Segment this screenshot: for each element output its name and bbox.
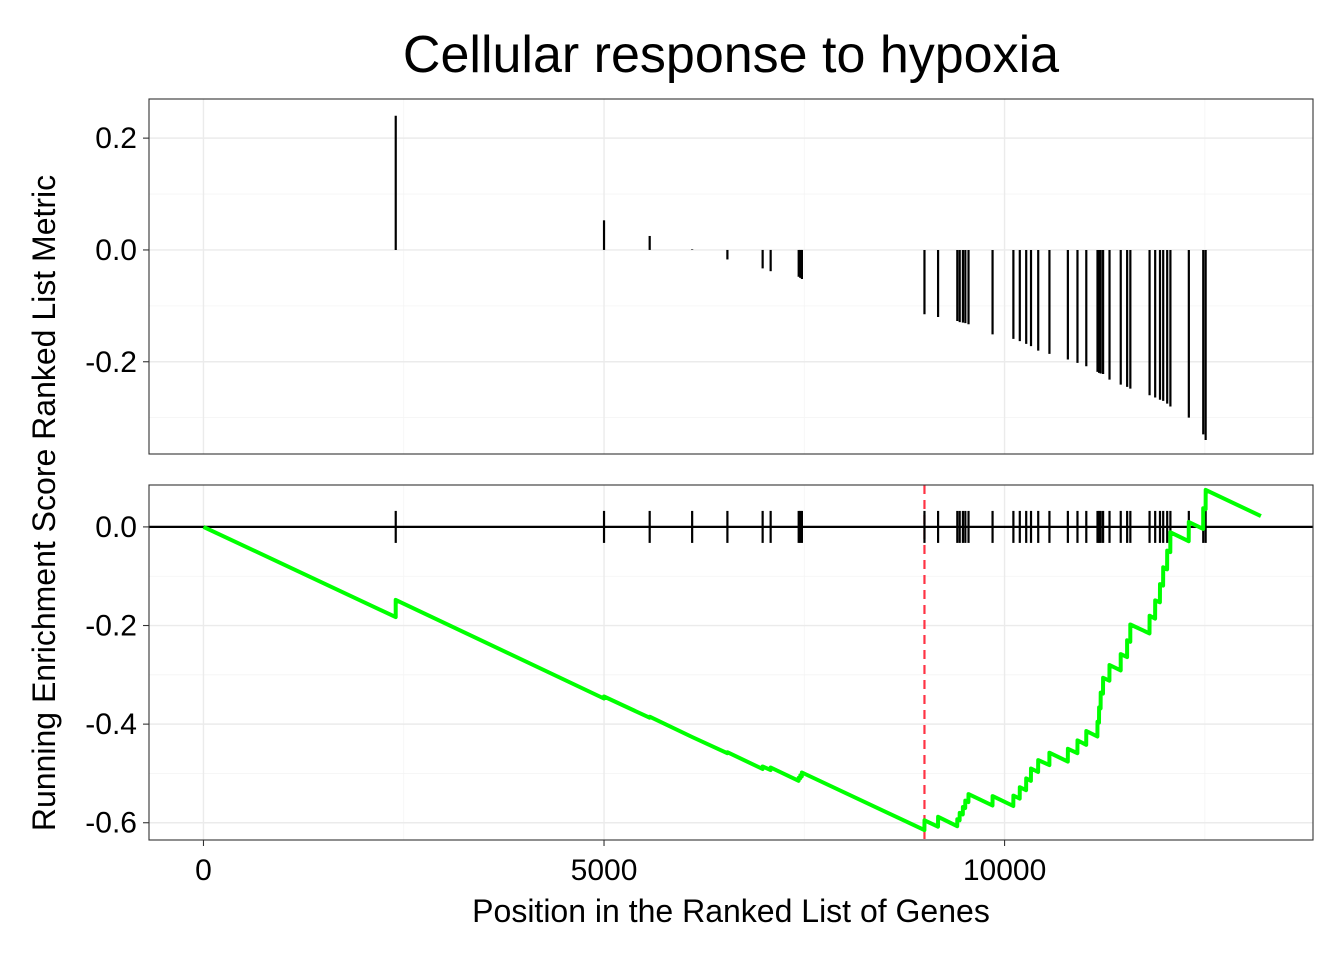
y-axis-title: Running Enrichment Score Ranked List Met…: [26, 175, 62, 831]
enrichment-score-panel: 0.0 -0.2 -0.4 -0.6: [85, 484, 1314, 841]
running-es-line: [202, 487, 1262, 833]
es-y-tick-label: 0.0: [95, 511, 137, 544]
ranked-metric-panel: 0.2 0.0 -0.2: [85, 98, 1314, 455]
es-y-tick-label: -0.2: [85, 610, 137, 643]
metric-y-tick-label: -0.2: [85, 346, 137, 379]
x-tick-label: 0: [195, 854, 212, 887]
x-axis-title: Position in the Ranked List of Genes: [472, 893, 990, 929]
metric-background: [149, 99, 1313, 454]
metric-y-tick-label: 0.0: [95, 234, 137, 267]
es-panel-border: [148, 484, 1314, 841]
x-tick-label: 5000: [571, 854, 638, 887]
es-y-tick-label: -0.6: [85, 807, 137, 840]
x-tick-label: 10000: [963, 854, 1046, 887]
x-axis: 0 5000 10000: [195, 840, 1046, 887]
metric-panel-border: [148, 98, 1314, 455]
metric-y-tick-label: 0.2: [95, 122, 137, 155]
es-y-tick-label: -0.4: [85, 708, 137, 741]
chart-title: Cellular response to hypoxia: [403, 26, 1059, 84]
es-background: [149, 485, 1313, 840]
